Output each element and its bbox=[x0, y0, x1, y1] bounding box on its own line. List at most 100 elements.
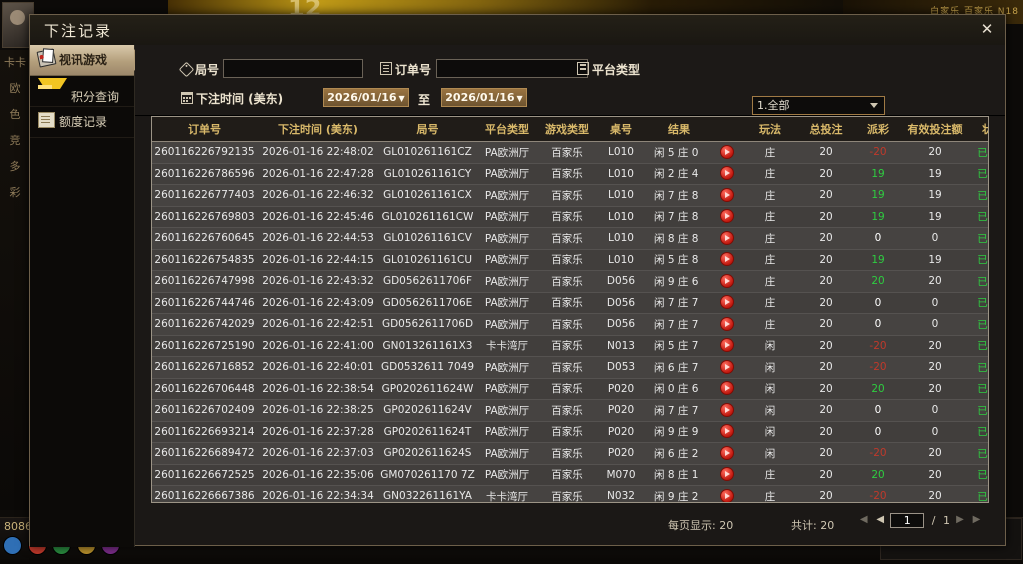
platform-cell: PA欧洲厅 bbox=[476, 399, 538, 422]
play-replay-icon[interactable] bbox=[720, 359, 734, 374]
replay-cell[interactable] bbox=[712, 184, 742, 207]
first-page-icon[interactable]: ◀ bbox=[859, 514, 868, 525]
play-replay-icon[interactable] bbox=[720, 338, 734, 353]
sidebar-item-video-games[interactable]: 视讯游戏 bbox=[30, 45, 143, 76]
replay-cell[interactable] bbox=[712, 399, 742, 422]
table-row[interactable]: 260116226760645 2026-01-16 22:44:53 GL0102… bbox=[152, 227, 988, 250]
play-replay-icon[interactable] bbox=[720, 467, 734, 482]
table-row[interactable]: 260116226725190 2026-01-16 22:41:00 GN0132… bbox=[152, 335, 988, 357]
status-cell: 已派彩 bbox=[968, 206, 988, 228]
status-cell: 已派彩 bbox=[968, 485, 988, 502]
play-replay-icon[interactable] bbox=[720, 295, 734, 310]
play-replay-icon[interactable] bbox=[720, 488, 734, 502]
play-replay-icon[interactable] bbox=[720, 381, 734, 396]
table-row[interactable]: 260116226744746 2026-01-16 22:43:09 GD0562… bbox=[152, 292, 988, 314]
bet-amount-cell: 20 bbox=[798, 292, 854, 314]
result-cell: 闲 7 庄 8 bbox=[646, 184, 712, 207]
page-number-input[interactable] bbox=[890, 513, 925, 528]
close-icon[interactable]: ✕ bbox=[980, 20, 994, 38]
play-replay-icon[interactable] bbox=[720, 230, 734, 245]
table-row[interactable]: 260116226716852 2026-01-16 22:40:01 GD0532… bbox=[152, 356, 988, 379]
date-from-picker[interactable]: 2026/01/16 ▼ bbox=[323, 88, 409, 107]
replay-cell[interactable] bbox=[712, 464, 742, 486]
prev-page-icon[interactable]: ◀ bbox=[876, 514, 885, 525]
replay-cell[interactable] bbox=[712, 313, 742, 336]
status-cell: 已派彩 bbox=[968, 399, 988, 422]
left-nav-strip[interactable]: 卡卡 欧 色 竞 多 彩 bbox=[0, 50, 31, 510]
table-row[interactable]: 260116226792135 2026-01-16 22:48:02 GL0102… bbox=[152, 141, 988, 164]
sidebar-item-credit-records[interactable]: 额度记录 bbox=[30, 107, 134, 138]
chip-icon[interactable] bbox=[3, 536, 22, 555]
platform-cell: PA欧洲厅 bbox=[476, 227, 538, 250]
play-replay-icon[interactable] bbox=[720, 252, 734, 267]
table-row[interactable]: 260116226742029 2026-01-16 22:42:51 GD0562… bbox=[152, 313, 988, 336]
replay-cell[interactable] bbox=[712, 227, 742, 250]
table-no-cell: M070 bbox=[596, 464, 646, 486]
time-cell: 2026-01-16 22:34:34 bbox=[257, 485, 379, 502]
payout-cell: 20 bbox=[854, 378, 902, 400]
sidebar-item-points-query[interactable]: 积分查询 bbox=[30, 76, 134, 107]
bg-left-item-4[interactable]: 多 bbox=[9, 160, 21, 173]
game-type-cell: 百家乐 bbox=[538, 270, 596, 293]
status-cell: 已派彩 bbox=[968, 227, 988, 250]
table-row[interactable]: 260116226667386 2026-01-16 22:34:34 GN0322… bbox=[152, 485, 988, 502]
bet-amount-cell: 20 bbox=[798, 378, 854, 400]
game-type-cell: 百家乐 bbox=[538, 206, 596, 228]
date-to-picker[interactable]: 2026/01/16 ▼ bbox=[441, 88, 527, 107]
last-page-icon[interactable]: ▶ bbox=[972, 514, 981, 525]
play-replay-icon[interactable] bbox=[720, 445, 734, 460]
play-replay-icon[interactable] bbox=[720, 424, 734, 439]
replay-cell[interactable] bbox=[712, 249, 742, 271]
table-row[interactable]: 260116226769803 2026-01-16 22:45:46 GL0102… bbox=[152, 206, 988, 228]
bet-amount-cell: 20 bbox=[798, 399, 854, 422]
bg-left-item-1[interactable]: 欧 bbox=[9, 82, 21, 95]
play-replay-icon[interactable] bbox=[720, 402, 734, 417]
table-row[interactable]: 260116226693214 2026-01-16 22:37:28 GP0202… bbox=[152, 421, 988, 443]
play-replay-icon[interactable] bbox=[720, 316, 734, 331]
table-row[interactable]: 260116226777403 2026-01-16 22:46:32 GL0102… bbox=[152, 184, 988, 207]
dialog-titlebar: 下注记录 ✕ bbox=[30, 15, 1005, 46]
bet-amount-cell: 20 bbox=[798, 335, 854, 357]
replay-cell[interactable] bbox=[712, 378, 742, 400]
replay-cell[interactable] bbox=[712, 356, 742, 379]
play-replay-icon[interactable] bbox=[720, 209, 734, 224]
play-replay-icon[interactable] bbox=[720, 187, 734, 202]
col-bet: 总投注 bbox=[798, 117, 854, 142]
next-page-icon[interactable]: ▶ bbox=[956, 514, 964, 525]
bg-left-item-0[interactable]: 卡卡 bbox=[4, 56, 26, 69]
round-input[interactable] bbox=[223, 59, 363, 78]
table-row[interactable]: 260116226706448 2026-01-16 22:38:54 GP0202… bbox=[152, 378, 988, 400]
bg-left-item-3[interactable]: 竞 bbox=[9, 134, 21, 147]
replay-cell[interactable] bbox=[712, 335, 742, 357]
replay-cell[interactable] bbox=[712, 292, 742, 314]
replay-cell[interactable] bbox=[712, 485, 742, 502]
table-row[interactable]: 260116226702409 2026-01-16 22:38:25 GP0202… bbox=[152, 399, 988, 422]
table-row[interactable]: 260116226754835 2026-01-16 22:44:15 GL0102… bbox=[152, 249, 988, 271]
table-no-cell: D056 bbox=[596, 270, 646, 293]
play-replay-icon[interactable] bbox=[720, 166, 734, 181]
platform-type-select[interactable]: 1.全部 bbox=[752, 96, 885, 115]
table-no-cell: D056 bbox=[596, 313, 646, 336]
round-cell: GN032261161YA bbox=[379, 485, 476, 502]
replay-cell[interactable] bbox=[712, 442, 742, 465]
order-input[interactable] bbox=[436, 59, 588, 78]
table-row[interactable]: 260116226689472 2026-01-16 22:37:03 GP0202… bbox=[152, 442, 988, 465]
time-cell: 2026-01-16 22:44:53 bbox=[257, 227, 379, 250]
bg-left-item-5[interactable]: 彩 bbox=[9, 186, 21, 199]
valid-bet-cell: 20 bbox=[902, 270, 968, 293]
replay-cell[interactable] bbox=[712, 141, 742, 164]
replay-cell[interactable] bbox=[712, 206, 742, 228]
replay-cell[interactable] bbox=[712, 270, 742, 293]
play-replay-icon[interactable] bbox=[720, 273, 734, 288]
bg-left-item-2[interactable]: 色 bbox=[9, 108, 21, 121]
round-cell: GM070261170 7Z bbox=[379, 464, 476, 486]
play-replay-icon[interactable] bbox=[720, 144, 734, 159]
replay-cell[interactable] bbox=[712, 163, 742, 185]
result-cell: 闲 5 庄 7 bbox=[646, 335, 712, 357]
result-cell: 闲 5 庄 0 bbox=[646, 141, 712, 164]
records-table-container[interactable]: 订单号 下注时间 (美东) 局号 平台类型 游戏类型 桌号 结果 玩法 总投注 … bbox=[151, 116, 989, 503]
replay-cell[interactable] bbox=[712, 421, 742, 443]
table-row[interactable]: 260116226786596 2026-01-16 22:47:28 GL0102… bbox=[152, 163, 988, 185]
table-row[interactable]: 260116226747998 2026-01-16 22:43:32 GD0562… bbox=[152, 270, 988, 293]
table-row[interactable]: 260116226672525 2026-01-16 22:35:06 GM0702… bbox=[152, 464, 988, 486]
